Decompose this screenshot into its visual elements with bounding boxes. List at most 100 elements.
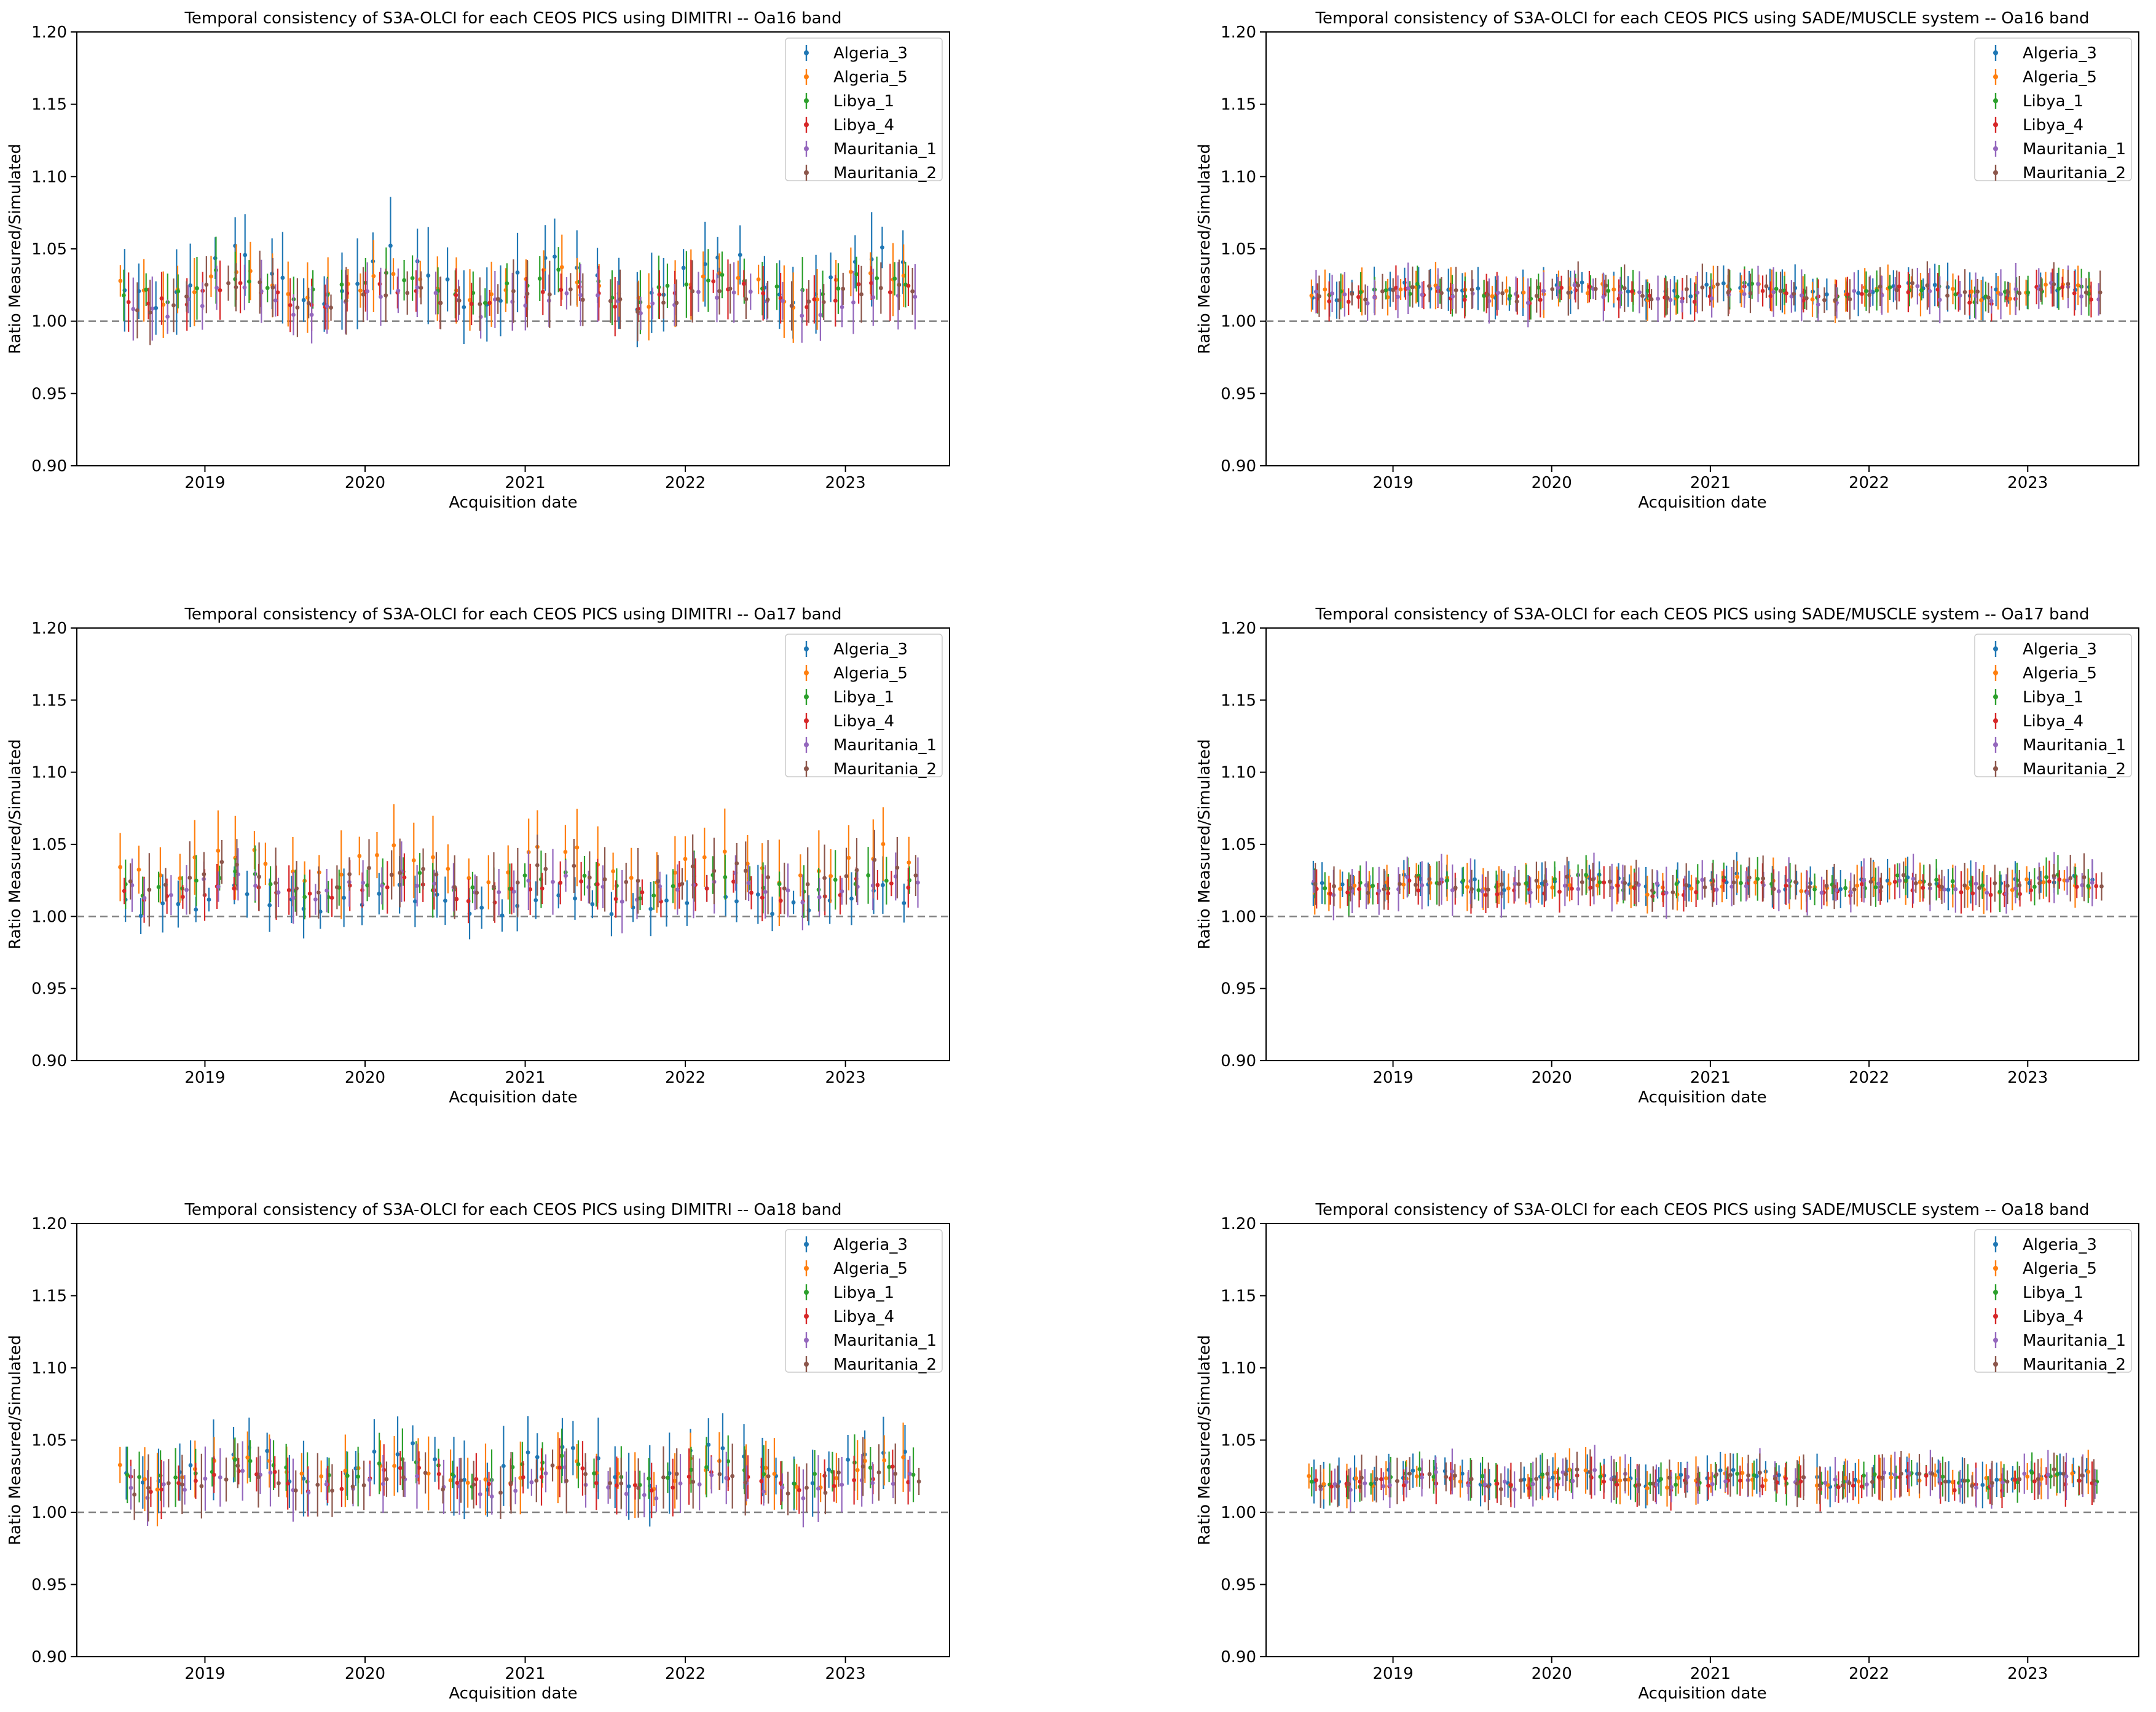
data-point — [256, 1475, 261, 1480]
data-point — [841, 286, 846, 291]
data-point — [138, 914, 143, 918]
data-point — [906, 885, 911, 890]
chart-title: Temporal consistency of S3A-OLCI for eac… — [184, 9, 841, 28]
data-point — [1398, 287, 1403, 292]
data-point — [1649, 297, 1654, 302]
data-point — [1347, 1482, 1351, 1486]
data-point — [1391, 288, 1396, 293]
x-tick-label: 2023 — [2007, 1069, 2048, 1087]
data-point — [478, 1492, 482, 1497]
data-point — [564, 1478, 569, 1483]
x-tick-label: 2020 — [1532, 474, 1572, 492]
data-point — [1342, 292, 1347, 297]
legend-marker-dot — [804, 1290, 809, 1295]
x-tick-label: 2023 — [2007, 474, 2048, 492]
data-point — [1709, 296, 1714, 301]
data-point — [270, 285, 275, 290]
data-point — [411, 858, 416, 863]
data-point — [780, 1485, 785, 1490]
data-point — [235, 862, 239, 867]
data-point — [1918, 880, 1922, 885]
data-point — [1572, 283, 1577, 288]
data-point — [365, 289, 370, 294]
data-point — [1365, 301, 1370, 305]
data-point — [658, 884, 663, 889]
data-point — [1937, 297, 1942, 302]
x-tick-label: 2023 — [825, 474, 866, 492]
data-point — [1358, 289, 1363, 294]
data-point — [433, 1457, 438, 1462]
data-point — [1986, 296, 1991, 300]
data-point — [171, 303, 176, 308]
data-point — [166, 1481, 171, 1486]
data-point — [887, 1464, 892, 1469]
data-point — [2056, 286, 2061, 291]
data-point — [122, 889, 127, 893]
data-point — [1710, 1482, 1715, 1486]
data-point — [553, 254, 557, 259]
data-point — [1752, 1473, 1757, 1477]
data-point — [1508, 294, 1513, 298]
y-tick-label: 0.90 — [1221, 1052, 1256, 1070]
data-point — [580, 1466, 585, 1471]
data-point — [2057, 877, 2062, 882]
data-point — [1567, 883, 1572, 887]
y-tick-label: 1.20 — [1221, 619, 1256, 638]
x-tick-label: 2021 — [1690, 1069, 1731, 1087]
data-point — [1950, 1480, 1955, 1485]
data-point — [1486, 1484, 1491, 1489]
data-point — [649, 1488, 654, 1493]
y-tick-label: 1.00 — [1221, 1504, 1256, 1522]
data-point — [556, 893, 561, 898]
series-Mauritania_1 — [1314, 262, 2101, 328]
data-point — [1911, 876, 1916, 881]
data-point — [202, 872, 207, 877]
data-point — [2017, 1477, 2022, 1482]
legend-marker-dot — [804, 122, 809, 127]
data-point — [474, 1477, 479, 1482]
data-point — [1824, 884, 1829, 888]
data-point — [521, 1475, 525, 1480]
chart-panel-dimitri_oa18: Temporal consistency of S3A-OLCI for eac… — [6, 1201, 950, 1703]
data-point — [720, 1446, 725, 1451]
data-point — [1359, 1475, 1364, 1480]
data-point — [564, 291, 569, 296]
legend-marker-dot — [804, 50, 809, 55]
data-point — [1439, 291, 1444, 296]
legend-marker-dot — [804, 766, 809, 771]
series-Mauritania_2 — [1318, 1449, 2096, 1510]
data-point — [674, 1472, 679, 1477]
legend-entry-Mauritania_1: Mauritania_1 — [2023, 736, 2126, 755]
data-point — [265, 1448, 270, 1453]
data-point — [291, 312, 296, 317]
data-point — [2047, 879, 2052, 884]
data-point — [418, 277, 423, 281]
data-point — [1973, 294, 1978, 298]
data-point — [258, 280, 262, 285]
series-Mauritania_2 — [135, 250, 915, 345]
legend-marker-dot — [1993, 1314, 1998, 1319]
data-point — [580, 297, 585, 302]
data-point — [1371, 884, 1375, 888]
data-point — [1756, 281, 1760, 286]
data-point — [1337, 298, 1342, 302]
data-point — [313, 897, 318, 901]
data-point — [466, 898, 471, 903]
data-point — [1901, 873, 1906, 878]
data-point — [1570, 886, 1574, 891]
x-tick-label: 2023 — [2007, 1665, 2048, 1683]
legend-entry-Algeria_3: Algeria_3 — [833, 44, 908, 63]
data-point — [154, 305, 159, 310]
y-tick-label: 1.00 — [31, 313, 67, 331]
data-point — [1307, 1474, 1312, 1478]
legend-entry-Mauritania_2: Mauritania_2 — [833, 760, 937, 779]
data-point — [2005, 884, 2010, 888]
data-point — [136, 867, 141, 872]
data-point — [144, 287, 149, 292]
data-point — [576, 1462, 581, 1467]
data-point — [1777, 1473, 1781, 1477]
data-point — [329, 895, 334, 900]
data-point — [2013, 886, 2018, 891]
data-point — [1454, 288, 1458, 293]
data-point — [903, 1450, 907, 1454]
